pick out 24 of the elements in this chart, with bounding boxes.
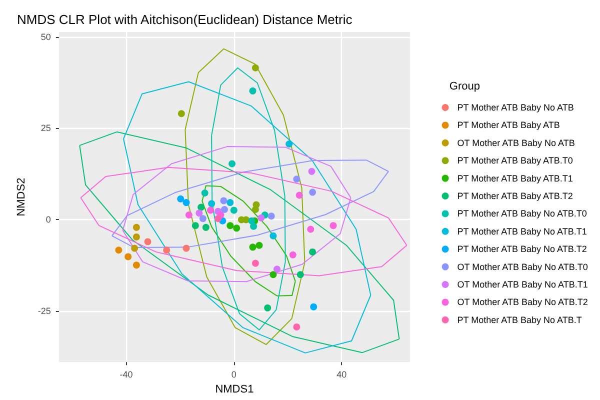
legend-label: PT Mother ATB Baby No ATB.T <box>457 314 582 325</box>
legend-label: PT Mother ATB Baby ATB.T0 <box>457 156 573 166</box>
x-tick-label: 40 <box>336 370 347 380</box>
legend-label: PT Mother ATB Baby ATB.T2 <box>457 191 573 201</box>
legend-label: PT Mother ATB Baby No ATB.T1 <box>457 226 587 236</box>
x-tick-label: 0 <box>231 370 236 380</box>
legend-label: PT Mother ATB Baby No ATB <box>457 102 574 112</box>
legend-label: PT Mother ATB Baby No ATB.T0 <box>457 208 587 219</box>
y-tick-label: -25 <box>38 306 51 316</box>
legend-label: OT Mother ATB Baby No ATB.T0 <box>457 262 588 272</box>
y-axis-title: NMDS2 <box>16 178 28 216</box>
y-tick-label: 0 <box>46 214 51 225</box>
y-tick-label: 25 <box>40 123 51 134</box>
legend-label: PT Mother ATB Baby No ATB.T2 <box>457 244 587 254</box>
legend-label: OT Mother ATB Baby No ATB.T1 <box>457 280 588 290</box>
legend-label: OT Mother ATB Baby No ATB.T2 <box>457 297 588 308</box>
legend-label: OT Mother ATB Baby No ATB <box>457 138 575 148</box>
y-tick-label: 50 <box>40 32 51 42</box>
x-axis-title: NMDS1 <box>215 384 254 396</box>
legend-title: Group <box>449 80 480 92</box>
x-tick-label: -40 <box>120 370 133 380</box>
chart-title: NMDS CLR Plot with Aitchison(Euclidean) Distance Metric <box>17 12 353 27</box>
legend-label: PT Mother ATB Baby ATB.T1 <box>457 173 573 184</box>
legend-label: PT Mother ATB Baby ATB <box>457 120 560 130</box>
